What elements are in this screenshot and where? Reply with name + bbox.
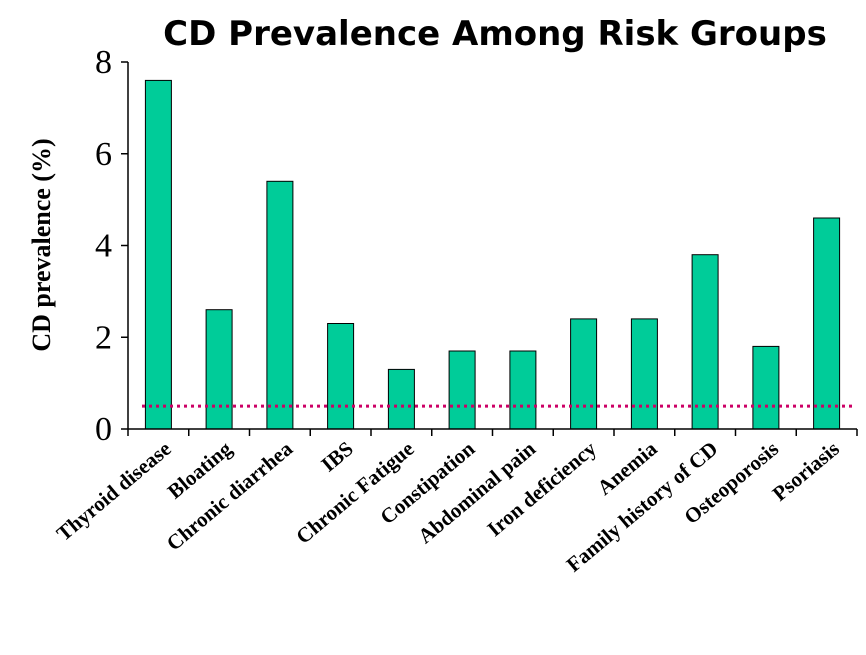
bar-0: [144, 79, 172, 430]
y-axis-label: CD prevalence (%): [27, 138, 56, 351]
bar-5: [448, 350, 476, 430]
bar-10: [752, 345, 780, 430]
y-tick-label-2: 4: [95, 228, 112, 265]
chart-title: CD Prevalence Among Risk Groups: [163, 14, 827, 54]
x-tick-label-3: IBS: [316, 436, 357, 476]
bar-6: [509, 350, 537, 430]
x-tick-label-7: Iron deficiency: [482, 436, 601, 541]
x-tick-label-0: Thyroid disease: [52, 436, 176, 545]
y-tick-label-1: 2: [95, 319, 112, 356]
y-tick-label-0: 0: [95, 411, 112, 448]
bar-3: [327, 323, 355, 430]
y-tick-label-4: 8: [95, 44, 112, 81]
x-tick-label-11: Psoriasis: [768, 436, 844, 505]
bar-7: [570, 318, 598, 430]
bar-4: [387, 368, 415, 430]
y-tick-label-3: 6: [95, 136, 112, 173]
bar-8: [630, 318, 658, 430]
bar-11: [813, 217, 841, 430]
bar-9: [691, 254, 719, 430]
bar-1: [205, 309, 233, 430]
bar-2: [266, 180, 294, 430]
